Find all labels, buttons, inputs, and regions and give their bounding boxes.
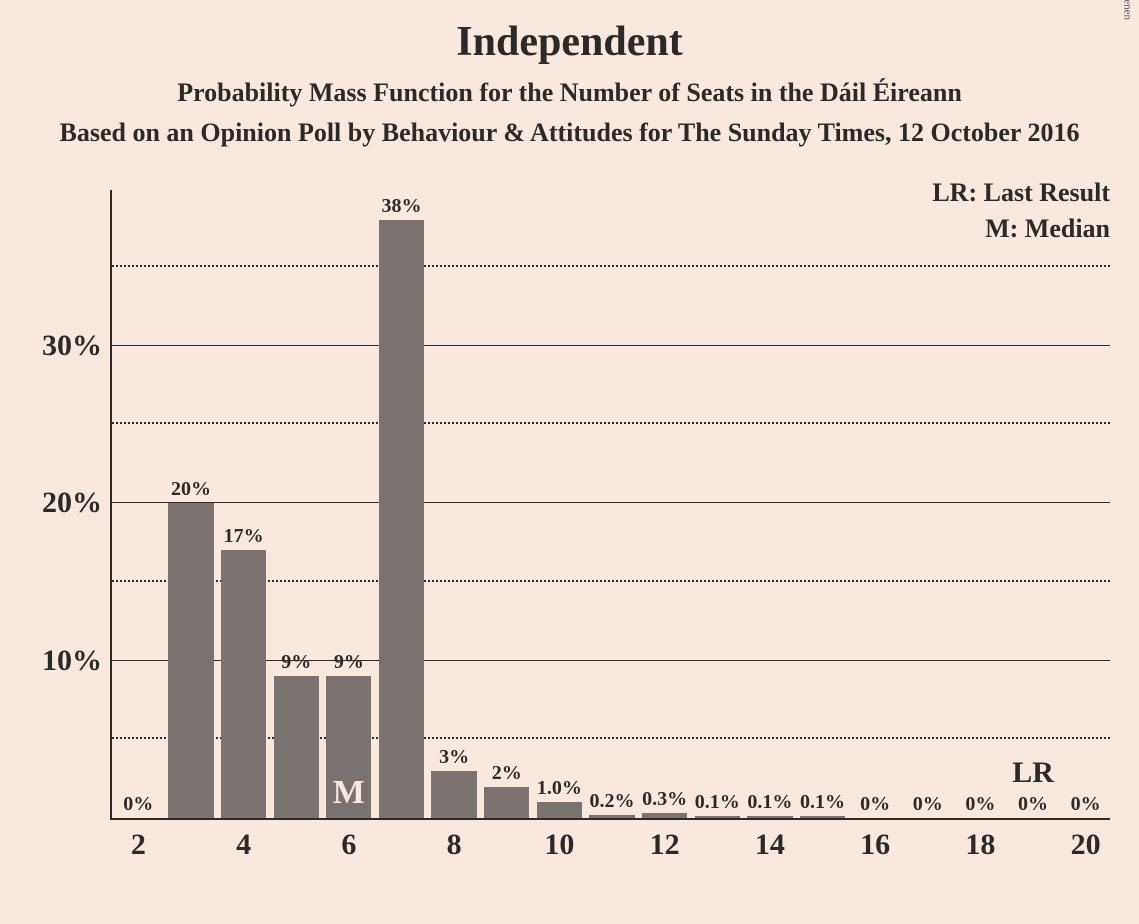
bar: 0.1%	[695, 816, 740, 818]
bar: 1.0%	[537, 802, 582, 818]
y-axis-label: 20%	[42, 486, 102, 520]
bar-value-label: 3%	[439, 746, 469, 769]
bar-value-label: 0%	[1071, 793, 1101, 816]
bar-value-label: 0%	[860, 793, 890, 816]
x-axis-label: 6	[341, 828, 356, 862]
x-axis-label: 14	[755, 828, 785, 862]
legend-lr: LR: Last Result	[932, 178, 1110, 208]
x-axis-label: 10	[544, 828, 574, 862]
x-axis-label: 20	[1071, 828, 1101, 862]
bar: 2%	[484, 787, 529, 819]
bar-value-label: 38%	[381, 195, 421, 218]
x-axis-label: 4	[236, 828, 251, 862]
x-axis-label: 2	[131, 828, 146, 862]
last-result-marker: LR	[1012, 756, 1054, 790]
copyright-text: © 2020 Filip van Laenen	[1121, 0, 1133, 20]
bar-value-label: 20%	[171, 478, 211, 501]
chart-container: Independent Probability Mass Function fo…	[0, 0, 1139, 924]
bar-value-label: 0%	[123, 793, 153, 816]
plot-area: 10%20%30%24681012141618200%20%17%9%9%M38…	[110, 190, 1110, 820]
x-axis-label: 18	[965, 828, 995, 862]
bar-value-label: 0%	[1018, 793, 1048, 816]
bar-value-label: 0.1%	[800, 791, 845, 814]
bar-value-label: 0.1%	[747, 791, 792, 814]
bar: 20%	[168, 503, 213, 818]
x-axis-label: 12	[650, 828, 680, 862]
chart-title: Independent	[0, 0, 1139, 66]
x-axis-label: 16	[860, 828, 890, 862]
chart-subtitle-2: Based on an Opinion Poll by Behaviour & …	[0, 118, 1139, 148]
bar: 17%	[221, 550, 266, 818]
gridline-minor	[112, 265, 1110, 267]
legend-m: M: Median	[985, 214, 1110, 244]
gridline-minor	[112, 422, 1110, 424]
median-marker: M	[333, 774, 365, 812]
y-axis-label: 30%	[42, 329, 102, 363]
bar: 9%	[274, 676, 319, 818]
bar-value-label: 0%	[965, 793, 995, 816]
bar: 38%	[379, 220, 424, 819]
bar: 3%	[431, 771, 476, 818]
bar-value-label: 2%	[492, 762, 522, 785]
bar-value-label: 0%	[913, 793, 943, 816]
gridline-major	[112, 502, 1110, 503]
bar-value-label: 9%	[281, 651, 311, 674]
bar-value-label: 9%	[334, 651, 364, 674]
bar: 0.1%	[800, 816, 845, 818]
bar: 9%M	[326, 676, 371, 818]
gridline-major	[112, 345, 1110, 346]
bar: 0.2%	[589, 815, 634, 818]
y-axis-label: 10%	[42, 644, 102, 678]
x-axis-label: 8	[447, 828, 462, 862]
bar-value-label: 0.1%	[695, 791, 740, 814]
bar: 0.3%	[642, 813, 687, 818]
bar-value-label: 0.2%	[589, 790, 634, 813]
bar-value-label: 17%	[224, 525, 264, 548]
bar-value-label: 0.3%	[642, 788, 687, 811]
chart-subtitle-1: Probability Mass Function for the Number…	[0, 78, 1139, 108]
bar: 0.1%	[747, 816, 792, 818]
bar-value-label: 1.0%	[537, 777, 582, 800]
